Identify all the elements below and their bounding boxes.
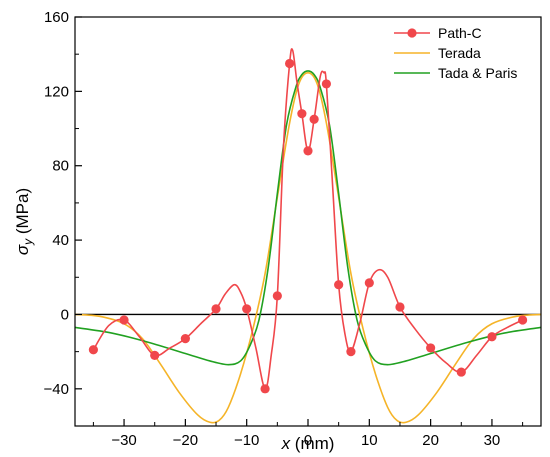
data-point-path-c-19 [456, 367, 466, 377]
y-tick-label: 0 [61, 306, 69, 323]
x-tick-label: 30 [484, 432, 501, 449]
series-line-path-c [92, 48, 523, 390]
data-point-path-c-7 [260, 384, 270, 394]
x-tick-label: 20 [422, 432, 439, 449]
plot-area [75, 48, 541, 424]
data-point-path-c-12 [309, 114, 319, 124]
data-point-path-c-8 [272, 291, 282, 301]
data-point-path-c-15 [346, 347, 356, 357]
data-point-path-c-5 [211, 304, 221, 314]
x-axis-unit: (mm) [290, 434, 334, 453]
legend-label-path-c: Path-C [438, 25, 482, 41]
plot-marks [75, 48, 541, 424]
data-point-path-c-17 [395, 302, 405, 312]
x-tick-label: −20 [173, 432, 198, 449]
y-axis-sub: y [21, 238, 35, 246]
axes: −30 −20 −10 0 10 20 30 −40 0 40 80 120 160 [44, 9, 524, 449]
data-point-path-c-13 [321, 79, 331, 89]
series-line-tada-paris [75, 70, 541, 366]
x-tick-label: −10 [234, 432, 259, 449]
x-tick-label: 0 [304, 432, 312, 449]
y-tick-label: 120 [44, 83, 69, 100]
data-point-path-c-10 [297, 109, 307, 119]
data-point-path-c-4 [180, 334, 190, 344]
legend-label-terada: Terada [438, 45, 481, 61]
data-point-path-c-18 [426, 343, 436, 353]
series-line-terada [75, 71, 541, 424]
legend-marker-path-c [407, 28, 417, 38]
y-axis-label: σy (MPa) [13, 188, 35, 255]
data-point-path-c-2 [119, 315, 129, 325]
data-point-path-c-16 [364, 278, 374, 288]
data-point-path-c-20 [487, 332, 497, 342]
x-tick-label: 10 [361, 432, 378, 449]
data-point-path-c-14 [334, 280, 344, 290]
y-tick-label: −40 [44, 381, 69, 398]
data-point-path-c-1 [88, 345, 98, 355]
legend: Path-C Terada Tada & Paris [394, 25, 517, 81]
x-axis-label: x (mm) [281, 434, 335, 453]
x-axis-var: x [281, 434, 291, 453]
data-point-path-c-6 [242, 304, 252, 314]
y-tick-label: 80 [52, 158, 69, 175]
data-point-path-c-3 [150, 350, 160, 360]
legend-label-tada-paris: Tada & Paris [438, 65, 517, 81]
data-point-path-c-9 [285, 58, 295, 69]
x-tick-label: −30 [111, 432, 136, 449]
y-tick-label: 40 [52, 232, 69, 249]
y-axis-unit: (MPa) [13, 188, 32, 239]
data-point-path-c-11 [303, 146, 313, 156]
y-tick-label: 160 [44, 9, 69, 26]
data-point-path-c-21 [518, 315, 528, 325]
y-axis-var: σ [13, 244, 32, 255]
